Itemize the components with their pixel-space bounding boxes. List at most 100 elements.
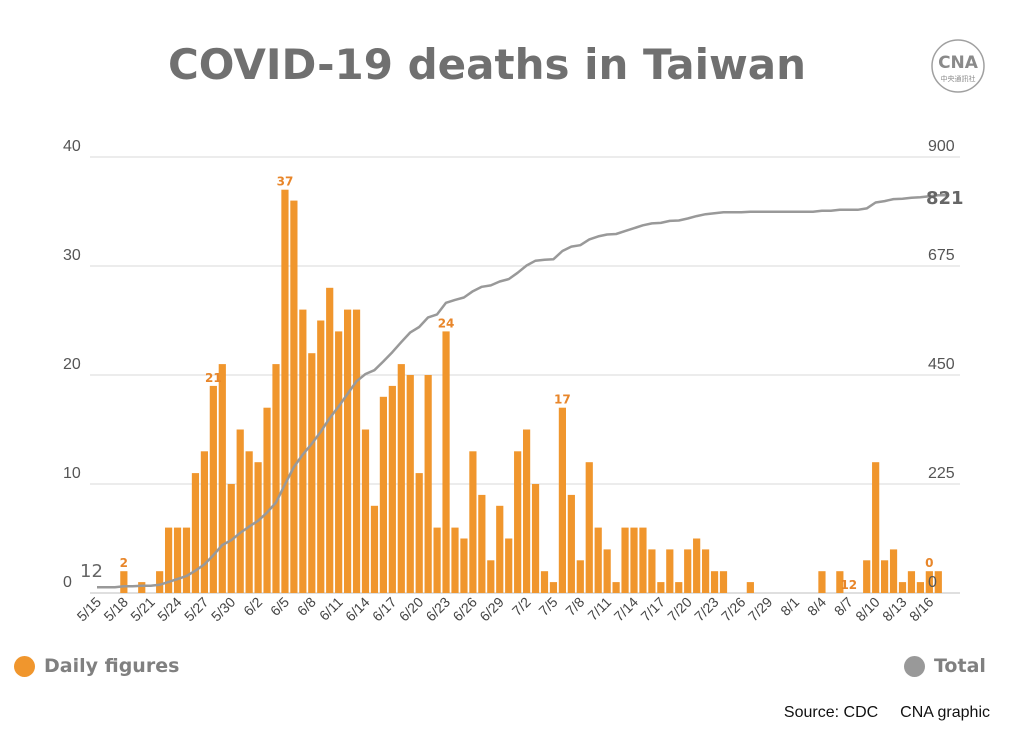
x-tick-label: 8/13: [879, 594, 910, 625]
daily-bar: [639, 527, 647, 593]
daily-bar: [245, 451, 253, 593]
total-polyline: [97, 194, 948, 589]
daily-bar: [585, 462, 593, 593]
y-left-tick-label: 0: [63, 574, 72, 591]
daily-bar: [496, 505, 504, 593]
daily-bar: [657, 582, 665, 593]
bar-value-label: 2: [120, 556, 128, 570]
y-right-tick-label: 0: [928, 574, 937, 591]
daily-bar: [361, 429, 370, 593]
x-tick-label: 5/21: [127, 594, 158, 625]
daily-bar: [630, 527, 638, 593]
x-tick-label: 5/18: [100, 594, 131, 625]
daily-bar: [907, 571, 916, 593]
daily-bar: [549, 582, 558, 593]
daily-bar: [308, 353, 316, 593]
bar-value-label: 24: [438, 316, 455, 330]
daily-bar: [505, 538, 513, 593]
x-tick-label: 5/30: [208, 594, 239, 625]
daily-bar: [451, 527, 459, 593]
daily-bar: [540, 571, 549, 593]
legend-total-dot: [904, 655, 925, 677]
x-tick-label: 6/17: [369, 594, 400, 625]
x-tick-label: 6/5: [267, 594, 292, 619]
daily-bar: [415, 473, 423, 593]
cna-logo: CNA 中央通訊社: [931, 39, 985, 93]
daily-bar: [531, 484, 540, 593]
daily-bar: [397, 364, 405, 593]
y-right-tick-label: 900: [928, 138, 955, 155]
daily-bar: [889, 549, 898, 593]
daily-bar: [200, 451, 208, 593]
daily-bar: [156, 571, 164, 593]
daily-bar: [925, 571, 933, 593]
daily-bars: [120, 189, 942, 593]
daily-bar: [612, 582, 620, 593]
daily-bar: [227, 484, 235, 593]
x-tick-label: 8/4: [804, 594, 829, 619]
daily-bar: [898, 582, 907, 593]
daily-bar: [558, 407, 566, 593]
daily-bar: [693, 538, 701, 593]
logo-subtext: 中央通訊社: [941, 74, 976, 83]
chart-title: COVID-19 deaths in Taiwan: [167, 40, 807, 89]
daily-bar: [191, 473, 200, 593]
x-tick-label: 5/27: [181, 594, 212, 625]
y-left-tick-label: 40: [63, 138, 81, 155]
x-tick-label: 7/17: [637, 594, 668, 625]
x-tick-label: 6/29: [476, 594, 507, 625]
daily-bar: [487, 560, 495, 593]
x-tick-label: 7/26: [718, 594, 749, 625]
daily-bar: [138, 582, 146, 593]
legend-total-label: Total: [934, 655, 986, 677]
total-start-label: 12: [80, 561, 103, 582]
daily-bar: [666, 549, 674, 593]
daily-bar: [120, 571, 128, 593]
daily-bar: [433, 527, 441, 593]
daily-bar: [648, 549, 656, 593]
legend-total: Total: [904, 655, 986, 677]
daily-bar: [424, 375, 432, 593]
x-tick-label: 8/10: [852, 594, 883, 625]
x-tick-label: 5/15: [74, 594, 105, 625]
bar-value-label: 12: [840, 578, 857, 592]
daily-bar: [254, 462, 262, 593]
y-right-tick-label: 225: [928, 465, 955, 482]
source-line: Source: CDC CNA graphic: [740, 704, 990, 722]
daily-bar: [702, 549, 710, 593]
x-tick-label: 6/20: [396, 594, 427, 625]
daily-bar: [818, 571, 826, 593]
daily-bar: [567, 494, 575, 593]
x-tick-label: 7/8: [562, 594, 587, 619]
bar-value-label: 37: [277, 175, 294, 189]
daily-bar: [281, 189, 289, 593]
x-tick-label: 7/5: [535, 594, 560, 619]
daily-bar: [290, 200, 298, 593]
y-left-tick-label: 30: [63, 247, 81, 264]
daily-bar: [746, 582, 754, 593]
daily-bar: [263, 407, 271, 593]
x-tick-label: 6/26: [449, 594, 480, 625]
daily-bar: [603, 549, 611, 593]
daily-bar: [173, 527, 182, 593]
daily-bar: [236, 429, 244, 593]
legend-daily-label: Daily figures: [44, 655, 180, 677]
daily-bar: [218, 364, 226, 593]
y-left-tick-label: 10: [63, 465, 81, 482]
x-tick-label: 6/2: [240, 594, 265, 619]
bar-value-label: 17: [554, 393, 571, 407]
daily-bar: [684, 549, 692, 593]
daily-bar: [675, 582, 683, 593]
daily-bar: [209, 385, 217, 593]
bar-value-label: 21: [205, 371, 222, 385]
total-line: [97, 194, 948, 589]
y-right-tick-label: 450: [928, 356, 955, 373]
x-tick-label: 7/2: [509, 594, 534, 619]
daily-bar: [344, 309, 352, 593]
x-tick-label: 7/29: [745, 594, 776, 625]
daily-bar: [863, 560, 871, 593]
x-tick-label: 6/8: [294, 594, 319, 619]
daily-bar: [514, 451, 522, 593]
daily-bar: [881, 560, 889, 593]
